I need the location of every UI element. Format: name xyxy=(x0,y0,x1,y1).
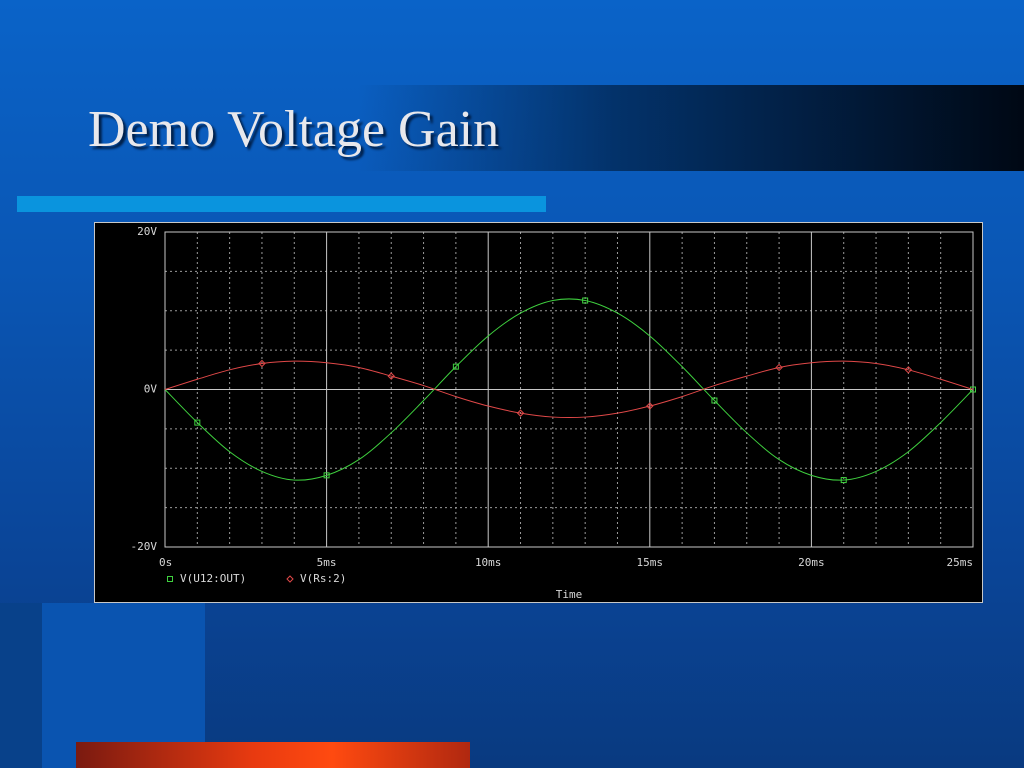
accent-bar xyxy=(17,196,546,212)
decor xyxy=(0,603,42,768)
marker xyxy=(904,366,913,374)
marker xyxy=(323,472,330,479)
y-tick-label: 20V xyxy=(137,225,157,238)
marker xyxy=(194,419,201,426)
x-tick-label: 0s xyxy=(159,556,172,569)
marker xyxy=(258,359,266,368)
marker xyxy=(582,297,589,304)
legend-marker xyxy=(286,575,294,583)
marker xyxy=(840,477,847,484)
x-tick-label: 25ms xyxy=(947,556,974,569)
y-tick-label: 0V xyxy=(144,383,158,396)
x-tick-label: 15ms xyxy=(637,556,664,569)
chart: 0s 5ms 10ms 15ms 20ms 25ms -20V 0V 20V Time V(U12:… xyxy=(94,222,983,603)
slide-title: Demo Voltage Gain xyxy=(88,101,500,158)
accent-bar xyxy=(76,742,470,768)
x-tick-label: 20ms xyxy=(798,556,825,569)
marker xyxy=(970,386,976,393)
y-tick-label: -20V xyxy=(131,540,158,553)
x-tick-label: 10ms xyxy=(475,556,502,569)
marker xyxy=(775,363,783,372)
title-band xyxy=(0,85,1024,171)
marker xyxy=(387,372,395,380)
series-line xyxy=(164,360,974,419)
decor xyxy=(42,603,205,768)
marker xyxy=(646,402,654,410)
marker xyxy=(711,397,718,404)
marker xyxy=(452,363,459,370)
marker xyxy=(516,409,525,417)
legend-marker xyxy=(167,576,173,582)
legend-label: V(Rs:2) xyxy=(300,572,346,585)
legend-label: V(U12:OUT) xyxy=(180,572,246,585)
x-axis-label: Time xyxy=(556,588,583,601)
x-tick-label: 5ms xyxy=(317,556,337,569)
chart-frame xyxy=(94,222,983,603)
